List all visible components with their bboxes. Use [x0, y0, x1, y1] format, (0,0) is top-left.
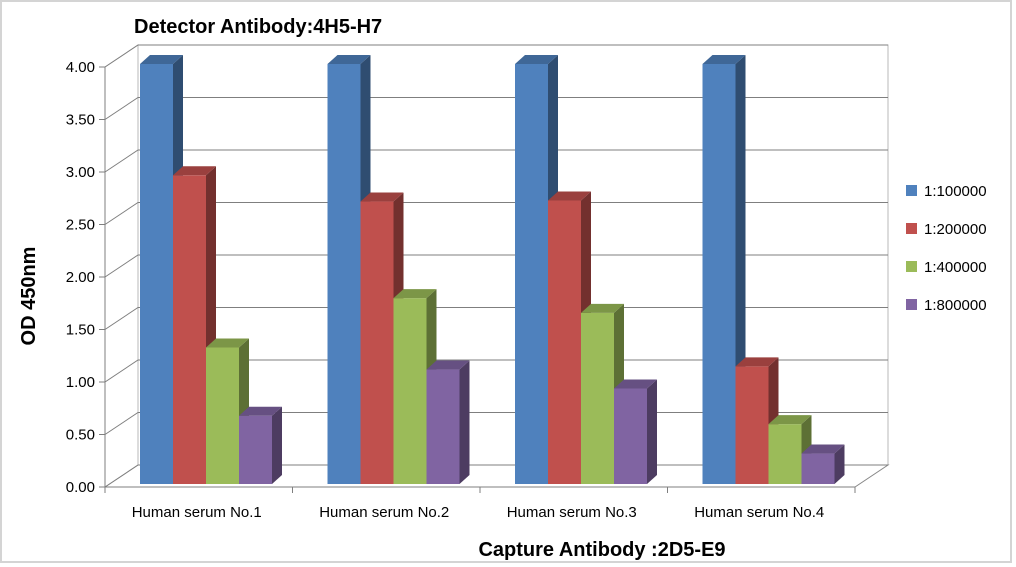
- bar-top: [206, 338, 249, 348]
- bar-top: [393, 289, 437, 299]
- bar-front: [426, 369, 460, 484]
- y-tick-label: 0.00: [66, 479, 95, 496]
- bar-front: [140, 64, 173, 484]
- bar-front: [702, 64, 736, 484]
- legend-label: 1:100000: [924, 183, 987, 200]
- bar-top: [239, 406, 282, 416]
- legend-swatch: [906, 299, 917, 310]
- axes: [99, 66, 856, 493]
- bar: [206, 338, 249, 484]
- legend-item: 1:200000: [906, 221, 987, 238]
- y-tick-labels: 0.00 0.50 1.00 1.50 2.00 2.50 3.00 3.50 4.00: [66, 59, 95, 496]
- bar-top: [801, 444, 845, 454]
- bar: [702, 55, 746, 484]
- y-tick-label: 1.00: [66, 374, 95, 391]
- legend-item: 1:400000: [906, 259, 987, 276]
- bar: [581, 303, 624, 484]
- bar-top: [426, 360, 470, 370]
- x-category-label: Human serum No.3: [507, 504, 637, 521]
- bar: [801, 444, 845, 484]
- bar-top: [173, 166, 216, 176]
- legend: 1:100000 1:200000 1:400000 1:800000: [906, 183, 987, 314]
- legend-swatch: [906, 185, 917, 196]
- bar-top: [581, 303, 624, 313]
- bar-top: [735, 357, 779, 367]
- legend-label: 1:400000: [924, 259, 987, 276]
- gridline: [104, 44, 888, 68]
- bar-front: [581, 312, 614, 484]
- bar: [768, 415, 812, 484]
- bar-top: [548, 191, 591, 201]
- legend-swatch: [906, 223, 917, 234]
- bar-top: [702, 55, 746, 64]
- gridline: [104, 359, 888, 383]
- bar: [239, 406, 282, 484]
- bar-top: [614, 379, 657, 389]
- y-tick-label: 4.00: [66, 59, 95, 76]
- y-tick-label: 2.50: [66, 217, 95, 234]
- bar-top: [327, 55, 371, 64]
- gridline: [104, 97, 888, 120]
- x-category-label: Human serum No.2: [319, 504, 449, 521]
- gridline: [104, 254, 888, 278]
- bar-side: [834, 444, 845, 484]
- gridline: [104, 149, 888, 173]
- bar-front: [206, 347, 239, 484]
- y-tick-label: 0.50: [66, 427, 95, 444]
- bar-front: [239, 415, 272, 484]
- legend-label: 1:800000: [924, 297, 987, 314]
- bar-top: [515, 55, 558, 64]
- bar: [735, 357, 779, 484]
- chart-title: Detector Antibody:4H5-H7: [134, 16, 382, 38]
- x-axis-title: Capture Antibody :2D5-E9: [478, 539, 725, 561]
- gridline: [104, 202, 888, 225]
- bar: [426, 360, 470, 484]
- bar-side: [459, 360, 470, 484]
- x-category-labels: Human serum No.1 Human serum No.2 Human se…: [132, 504, 825, 521]
- legend-item: 1:100000: [906, 183, 987, 200]
- bar: [614, 379, 657, 484]
- y-tick-label: 2.00: [66, 269, 95, 286]
- y-tick-label: 3.00: [66, 164, 95, 181]
- legend-label: 1:200000: [924, 221, 987, 238]
- legend-swatch: [906, 261, 917, 272]
- bar-front: [614, 388, 647, 484]
- x-category-label: Human serum No.1: [132, 504, 262, 521]
- bar-side: [647, 379, 657, 484]
- bar-front: [735, 366, 769, 484]
- bar-top: [140, 55, 183, 64]
- y-tick-label: 1.50: [66, 322, 95, 339]
- bar-side: [272, 406, 282, 484]
- y-tick-label: 3.50: [66, 112, 95, 129]
- x-category-label: Human serum No.4: [694, 504, 824, 521]
- bars: [140, 55, 845, 485]
- bar-front: [393, 298, 427, 484]
- bar-front: [173, 175, 206, 485]
- legend-item: 1:800000: [906, 297, 987, 314]
- gridline: [104, 307, 888, 330]
- bar-front: [548, 200, 581, 484]
- bar-top: [360, 192, 404, 202]
- bar-front: [327, 64, 361, 484]
- bar-top: [768, 415, 812, 425]
- y-axis-title: OD 450nm: [18, 247, 40, 346]
- bar-front: [515, 64, 548, 484]
- bar-front: [768, 424, 802, 484]
- bar-front: [360, 201, 394, 485]
- bar-front: [801, 453, 835, 484]
